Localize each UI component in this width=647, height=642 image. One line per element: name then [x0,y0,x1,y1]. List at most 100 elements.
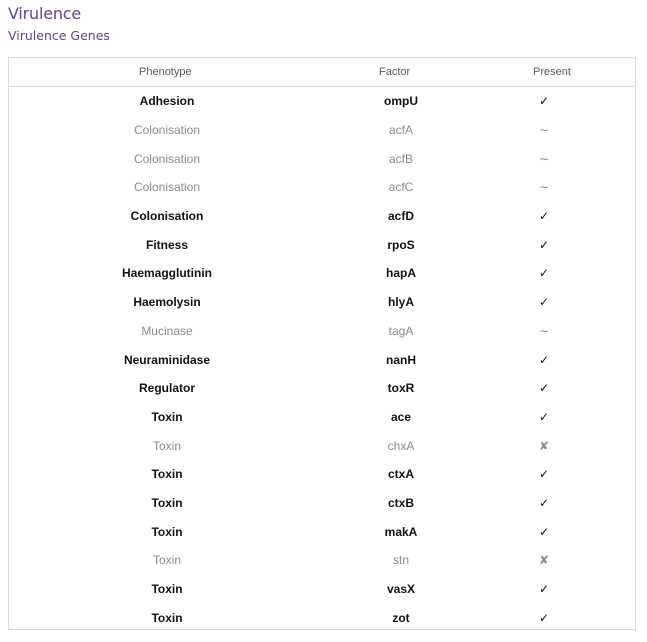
cell-factor: ompU [384,94,418,109]
cell-factor: tagA [325,317,469,346]
check-icon: ✓ [538,467,550,482]
cell-present: ✓ [469,202,635,231]
cell-factor: acfD [325,202,469,231]
cell-phenotype: Colonisation [9,116,325,145]
cell-factor: rpoS [325,230,469,259]
check-icon: ✓ [538,266,550,281]
tilde-icon: ∼ [538,180,550,195]
cell-phenotype: Adhesion [9,87,325,116]
cell-phenotype: Toxin [152,438,181,453]
cell-phenotype: Haemagglutinin [121,266,212,281]
check-icon: ✓ [538,237,550,252]
cell-present: ∼ [469,317,635,346]
cell-phenotype: Toxin [151,495,183,510]
cell-factor: hlyA [387,295,414,310]
cell-factor: zot [392,610,410,625]
cell-factor: chxA [325,431,469,460]
cell-phenotype: Toxin [151,610,183,625]
table-row: Haemagglutinin hapA ✓ [9,259,635,288]
cell-present: ✘ [469,431,635,460]
cell-phenotype: Haemolysin [9,288,325,317]
table-row: Toxin ctxA ✓ [9,460,635,489]
check-icon: ✓ [538,495,550,510]
cell-factor: ace [390,409,412,424]
cell-phenotype: Toxin [151,582,183,597]
column-header-present[interactable]: Present [469,58,635,87]
table-row: Mucinase tagA ∼ [9,317,635,346]
cell-phenotype: Mucinase [9,317,325,346]
cell-present: ✓ [469,345,635,374]
cell-factor: acfC [388,180,414,195]
virulence-table-container: Phenotype Factor Present Adhesion ompU ✓ Co… [8,57,636,630]
cell-factor: stn [392,553,409,568]
column-header-factor[interactable]: Factor [325,58,469,87]
cell-phenotype: Colonisation [133,123,201,138]
cell-present: ✓ [469,603,635,632]
cell-factor: rpoS [387,237,415,252]
cell-factor: hapA [325,259,469,288]
cell-factor: acfA [325,116,469,145]
cell-factor: zot [325,603,469,632]
cell-present: ✓ [469,403,635,432]
cell-present: ✓ [469,517,635,546]
table-row: Toxin chxA ✘ [9,431,635,460]
table-row: Colonisation acfA ∼ [9,116,635,145]
check-icon: ✓ [538,610,550,625]
cell-phenotype: Toxin [9,489,325,518]
cell-phenotype: Colonisation [133,180,201,195]
check-icon: ✓ [538,295,550,310]
cell-phenotype: Regulator [9,374,325,403]
tilde-icon: ∼ [538,323,550,338]
table-body: Adhesion ompU ✓ Colonisation acfA ∼ Colonisati… [9,87,635,633]
cell-factor: tagA [388,323,414,338]
check-icon: ✓ [538,582,550,597]
table-row: Toxin ctxB ✓ [9,489,635,518]
table-row: Toxin vasX ✓ [9,575,635,604]
cell-factor: ctxA [387,467,414,482]
cell-factor: makA [325,517,469,546]
tilde-icon: ∼ [538,151,550,166]
cell-factor: ctxA [325,460,469,489]
cell-factor: acfA [388,123,413,138]
cell-phenotype: Colonisation [130,209,204,224]
cell-phenotype: Toxin [9,546,325,575]
cell-phenotype: Adhesion [139,94,195,109]
table-header: Phenotype Factor Present [9,58,635,87]
table-row: Regulator toxR ✓ [9,374,635,403]
cell-factor: acfD [387,209,414,224]
cell-factor: toxR [325,374,469,403]
check-icon: ✓ [538,352,550,367]
cell-factor: chxA [387,438,415,453]
cell-factor: ctxB [325,489,469,518]
cell-phenotype: Haemagglutinin [9,259,325,288]
table-row: Colonisation acfD ✓ [9,202,635,231]
table-row: Colonisation acfC ∼ [9,173,635,202]
cell-present: ∼ [469,116,635,145]
cell-phenotype: Colonisation [9,173,325,202]
cell-present: ✓ [469,87,635,116]
column-header-phenotype[interactable]: Phenotype [9,58,325,87]
check-icon: ✓ [538,209,550,224]
cell-present: ∼ [469,144,635,173]
cell-present: ✓ [469,288,635,317]
cell-phenotype: Colonisation [133,151,201,166]
cell-phenotype: Toxin [9,403,325,432]
cell-factor: hapA [386,266,416,281]
cell-phenotype: Toxin [9,431,325,460]
cell-phenotype: Haemolysin [133,295,201,310]
cell-phenotype: Toxin [9,575,325,604]
cell-phenotype: Regulator [138,381,195,396]
section-subtitle: Virulence Genes [8,28,110,43]
cell-factor: ctxB [387,495,414,510]
cell-phenotype: Toxin [152,553,181,568]
table-row: Colonisation acfB ∼ [9,144,635,173]
check-icon: ✓ [538,94,550,109]
cell-phenotype: Toxin [151,467,183,482]
cell-phenotype: Toxin [151,409,183,424]
cross-icon: ✘ [538,438,550,453]
cell-factor: acfB [325,144,469,173]
table-row: Adhesion ompU ✓ [9,87,635,116]
table-row: Neuraminidase nanH ✓ [9,345,635,374]
cell-phenotype: Neuraminidase [123,352,211,367]
cell-factor: hlyA [325,288,469,317]
